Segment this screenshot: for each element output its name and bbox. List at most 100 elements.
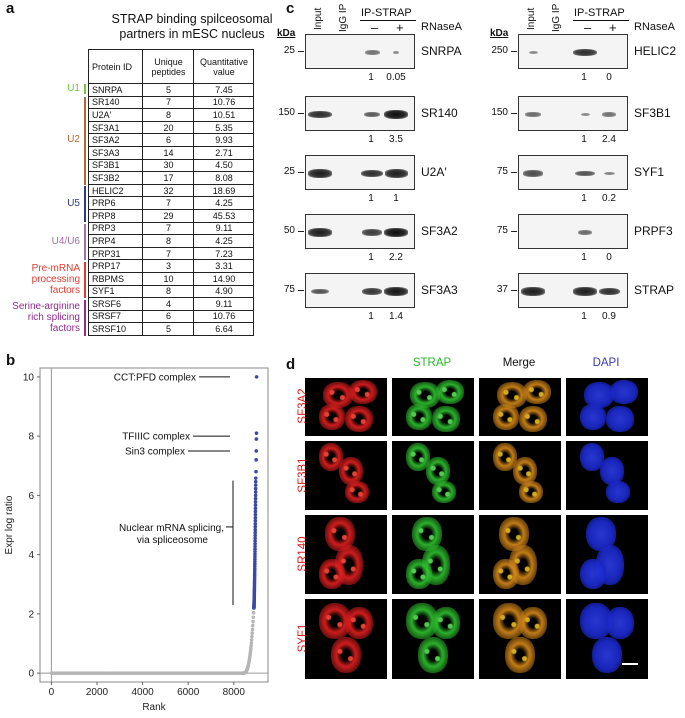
protein-cell: SF3B2 bbox=[88, 171, 143, 185]
mw-tick bbox=[298, 113, 304, 114]
blot-sr140 bbox=[305, 96, 415, 131]
rnase-label: RNaseA bbox=[634, 21, 675, 33]
protein-cell: HELIC2 bbox=[88, 183, 143, 198]
header-unique-peptides: Unique peptides bbox=[142, 49, 194, 84]
blot-sf3b1 bbox=[518, 96, 628, 131]
kda-label: kDa bbox=[277, 28, 296, 39]
quant-ip-plus: 3.5 bbox=[389, 134, 403, 145]
blot-protein-label: SF3A2 bbox=[421, 224, 458, 238]
data-point bbox=[253, 500, 258, 504]
micrograph-sr140-dapi bbox=[566, 515, 648, 594]
blot-band bbox=[525, 112, 541, 117]
rnase-minus: – bbox=[584, 20, 592, 35]
blot-band bbox=[364, 50, 380, 55]
x-tick-label: 6000 bbox=[177, 687, 200, 698]
group-bar-u4u6 bbox=[84, 224, 86, 260]
data-point bbox=[249, 646, 253, 651]
protein-cell: PRP17 bbox=[88, 259, 143, 273]
group-label-pre-mrna-l3: factors bbox=[49, 285, 80, 296]
quant-ip-minus: 1 bbox=[368, 193, 374, 204]
rnase-plus: + bbox=[396, 20, 404, 35]
value-cell: 10.51 bbox=[193, 108, 254, 122]
value-cell: 3.31 bbox=[193, 259, 254, 273]
peptides-cell: 7 bbox=[142, 196, 194, 210]
blot-protein-label: SF3B1 bbox=[634, 106, 671, 120]
table-row: SF3A2 6 9.93 bbox=[88, 133, 254, 147]
blot-band bbox=[603, 171, 615, 176]
quant-ip-plus: 1.4 bbox=[389, 311, 403, 322]
quant-ip-minus: 1 bbox=[368, 134, 374, 145]
group-label-sr-l3: factors bbox=[49, 323, 80, 334]
value-cell: 4.50 bbox=[193, 158, 254, 173]
data-point bbox=[249, 640, 254, 645]
blot-snrpa bbox=[305, 34, 415, 69]
blot-band bbox=[308, 110, 332, 119]
mw-marker: 250 bbox=[491, 45, 508, 56]
micrograph-sr140-merge bbox=[479, 515, 561, 594]
cell-shape bbox=[584, 382, 614, 408]
table-row: SF3B1 30 4.50 bbox=[88, 158, 254, 173]
lane-input-label: Input bbox=[313, 7, 324, 30]
table-row: PRP17 3 3.31 bbox=[88, 259, 254, 273]
data-point bbox=[253, 541, 257, 546]
value-cell: 9.93 bbox=[193, 133, 254, 147]
protein-cell: RBPMS bbox=[88, 271, 143, 286]
blot-strap bbox=[518, 273, 628, 308]
blot-protein-label: STRAP bbox=[634, 283, 675, 297]
blot-protein-label: PRPF3 bbox=[634, 224, 673, 238]
mw-marker: 37 bbox=[496, 284, 508, 295]
panel-c-letter: c bbox=[286, 0, 295, 17]
blot-band bbox=[308, 228, 332, 237]
protein-cell: PRP8 bbox=[88, 208, 143, 223]
rnase-label: RNaseA bbox=[421, 21, 462, 33]
cell-shape bbox=[497, 382, 527, 408]
value-cell: 9.11 bbox=[193, 297, 254, 311]
quant-ip-plus: 0.05 bbox=[386, 72, 406, 83]
group-label-sr-l2: rich splicing bbox=[27, 312, 80, 323]
mw-tick bbox=[511, 290, 517, 291]
scale-bar bbox=[622, 663, 638, 665]
cell-shape bbox=[519, 481, 543, 503]
data-point bbox=[253, 522, 258, 526]
data-point bbox=[250, 627, 255, 632]
data-point bbox=[253, 519, 258, 523]
cell-shape bbox=[493, 559, 519, 589]
plot-frame bbox=[39, 367, 269, 683]
cell-shape bbox=[505, 637, 535, 673]
data-point bbox=[251, 619, 255, 624]
peptides-cell: 8 bbox=[142, 108, 194, 122]
value-cell: 2.71 bbox=[193, 145, 254, 160]
table-row: SF3A3 14 2.71 bbox=[88, 145, 254, 160]
table-row: SRSF6 4 9.11 bbox=[88, 297, 254, 311]
quant-ip-plus: 0.9 bbox=[602, 311, 616, 322]
micrograph-sr140-marker bbox=[305, 515, 387, 594]
value-cell: 6.64 bbox=[193, 322, 254, 336]
blot-band bbox=[598, 287, 620, 296]
data-point bbox=[253, 483, 258, 487]
protein-cell: SF3A2 bbox=[88, 133, 143, 147]
cell-shape bbox=[331, 637, 361, 673]
group-bar-u2 bbox=[84, 97, 86, 185]
data-point bbox=[254, 437, 259, 441]
blot-protein-label: SYF1 bbox=[634, 165, 665, 179]
panel-a-title-line2: partners in mESC nucleus bbox=[119, 27, 265, 41]
data-point bbox=[253, 533, 257, 538]
value-cell: 14.90 bbox=[193, 271, 254, 286]
mw-tick bbox=[298, 290, 304, 291]
cell-shape bbox=[606, 607, 634, 639]
value-cell: 5.35 bbox=[193, 120, 254, 135]
peptides-cell: 4 bbox=[142, 297, 194, 311]
blot-protein-label: SF3A3 bbox=[421, 283, 458, 297]
cell-shape bbox=[432, 406, 460, 432]
group-label-u4u6: U4/U6 bbox=[51, 236, 80, 247]
mw-marker: 75 bbox=[283, 284, 295, 295]
y-tick-label: 8 bbox=[28, 432, 34, 443]
data-point bbox=[253, 530, 258, 535]
blot-band bbox=[384, 110, 408, 119]
table-row: SF3A1 20 5.35 bbox=[88, 120, 254, 135]
blot-band bbox=[573, 48, 597, 57]
ip-strap-label: IP-STRAP bbox=[361, 7, 412, 19]
cell-shape bbox=[339, 457, 363, 485]
cell-shape bbox=[319, 404, 345, 430]
peptides-cell: 5 bbox=[142, 322, 194, 336]
